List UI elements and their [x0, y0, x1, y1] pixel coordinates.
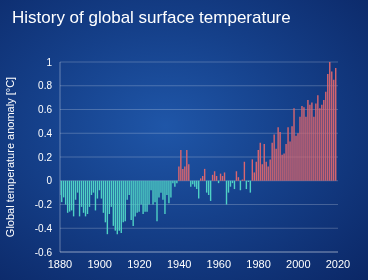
html-text:History of global surface temp: History of global surface temperature — [12, 8, 291, 27]
svg-text:2000: 2000 — [286, 258, 310, 270]
svg-text:1: 1 — [46, 57, 52, 68]
svg-text:0: 0 — [46, 175, 52, 186]
svg-text:-0.6: -0.6 — [35, 247, 53, 258]
svg-text:0.6: 0.6 — [38, 104, 52, 115]
svg-text:1880: 1880 — [48, 258, 72, 270]
svg-text:Global temperature anomaly [°C: Global temperature anomaly [°C] — [8, 77, 16, 237]
svg-text:1900: 1900 — [87, 258, 111, 270]
svg-text:-0.2: -0.2 — [35, 199, 53, 210]
svg-text:-0.4: -0.4 — [35, 223, 53, 234]
svg-text:0.8: 0.8 — [38, 80, 52, 91]
svg-text:0.4: 0.4 — [38, 128, 52, 139]
svg-text:2020: 2020 — [326, 258, 350, 270]
svg-text:0.2: 0.2 — [38, 152, 52, 163]
svg-text:1940: 1940 — [167, 258, 191, 270]
svg-text:1960: 1960 — [207, 258, 231, 270]
svg-text:1920: 1920 — [127, 258, 151, 270]
svg-text:1980: 1980 — [246, 258, 270, 270]
